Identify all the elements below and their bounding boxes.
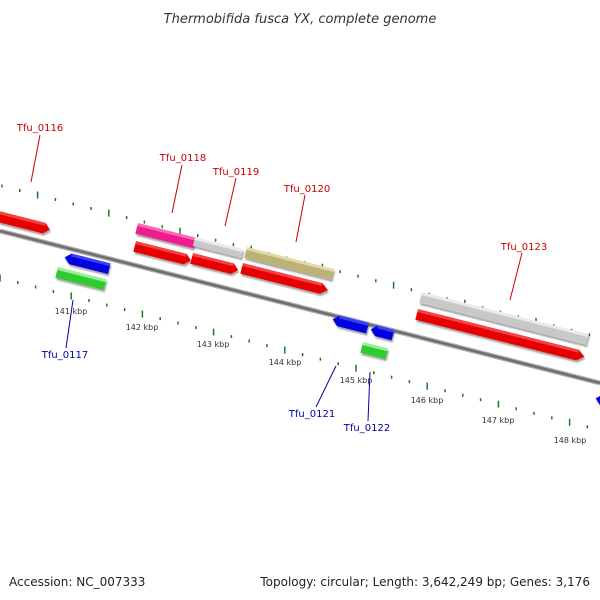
feature-tfu0118-gene[interactable] xyxy=(135,223,197,249)
gene-label-reverse[interactable]: Tfu_0117 xyxy=(41,350,88,361)
feature-tfu0121-cds[interactable] xyxy=(331,314,369,334)
feature-track xyxy=(0,210,600,409)
gene-label-forward[interactable]: Tfu_0118 xyxy=(159,153,206,164)
feature-tfu0117-cds[interactable] xyxy=(63,252,111,274)
gene-labels: Tfu_0116 Tfu_0118 Tfu_0119 Tfu_0120 Tfu_… xyxy=(16,123,547,434)
tick-label-144: 144 kbp xyxy=(269,358,302,367)
tick-label-148: 148 kbp xyxy=(554,436,587,445)
feature-tfu0119-cds[interactable] xyxy=(190,253,239,275)
feature-offscreen-cds[interactable] xyxy=(594,393,600,409)
gene-label-forward[interactable]: Tfu_0116 xyxy=(16,123,63,134)
tick-label-145: 145 kbp xyxy=(340,376,373,385)
tick-label-142: 142 kbp xyxy=(126,323,159,332)
tick-label-141: 141 kbp xyxy=(55,307,88,316)
genome-backbone xyxy=(0,228,600,386)
feature-tfu0119-gene[interactable] xyxy=(192,237,244,258)
lower-tick-rail xyxy=(0,274,589,429)
feature-tfu0122-gene[interactable] xyxy=(360,342,389,360)
feature-tfu0122-cds[interactable] xyxy=(369,324,395,341)
gene-label-reverse[interactable]: Tfu_0121 xyxy=(288,409,335,420)
gene-label-reverse[interactable]: Tfu_0122 xyxy=(343,423,390,434)
feature-tfu0116-cds[interactable] xyxy=(0,210,51,235)
feature-tfu0123-gene[interactable] xyxy=(419,292,589,345)
gene-label-forward[interactable]: Tfu_0123 xyxy=(500,242,547,253)
tick-label-143: 143 kbp xyxy=(197,340,230,349)
label-leader-lines xyxy=(30,134,523,422)
scale-labels: 141 kbp 142 kbp 143 kbp 144 kbp 145 kbp … xyxy=(55,307,587,445)
feature-tfu0120-gene[interactable] xyxy=(244,246,335,280)
feature-tfu0123-cds[interactable] xyxy=(415,309,585,362)
tick-label-146: 146 kbp xyxy=(411,396,444,405)
topology-summary: Topology: circular; Length: 3,642,249 bp… xyxy=(259,575,590,589)
tick-label-147: 147 kbp xyxy=(482,416,515,425)
map-title: Thermobifida fusca YX, complete genome xyxy=(164,12,437,27)
feature-tfu0118-cds[interactable] xyxy=(133,241,192,266)
feature-tfu0120-cds[interactable] xyxy=(240,263,329,295)
gene-label-forward[interactable]: Tfu_0119 xyxy=(212,167,259,178)
gene-label-forward[interactable]: Tfu_0120 xyxy=(283,184,330,195)
feature-tfu0117-gene[interactable] xyxy=(55,267,107,290)
accession-text: Accession: NC_007333 xyxy=(9,575,145,589)
